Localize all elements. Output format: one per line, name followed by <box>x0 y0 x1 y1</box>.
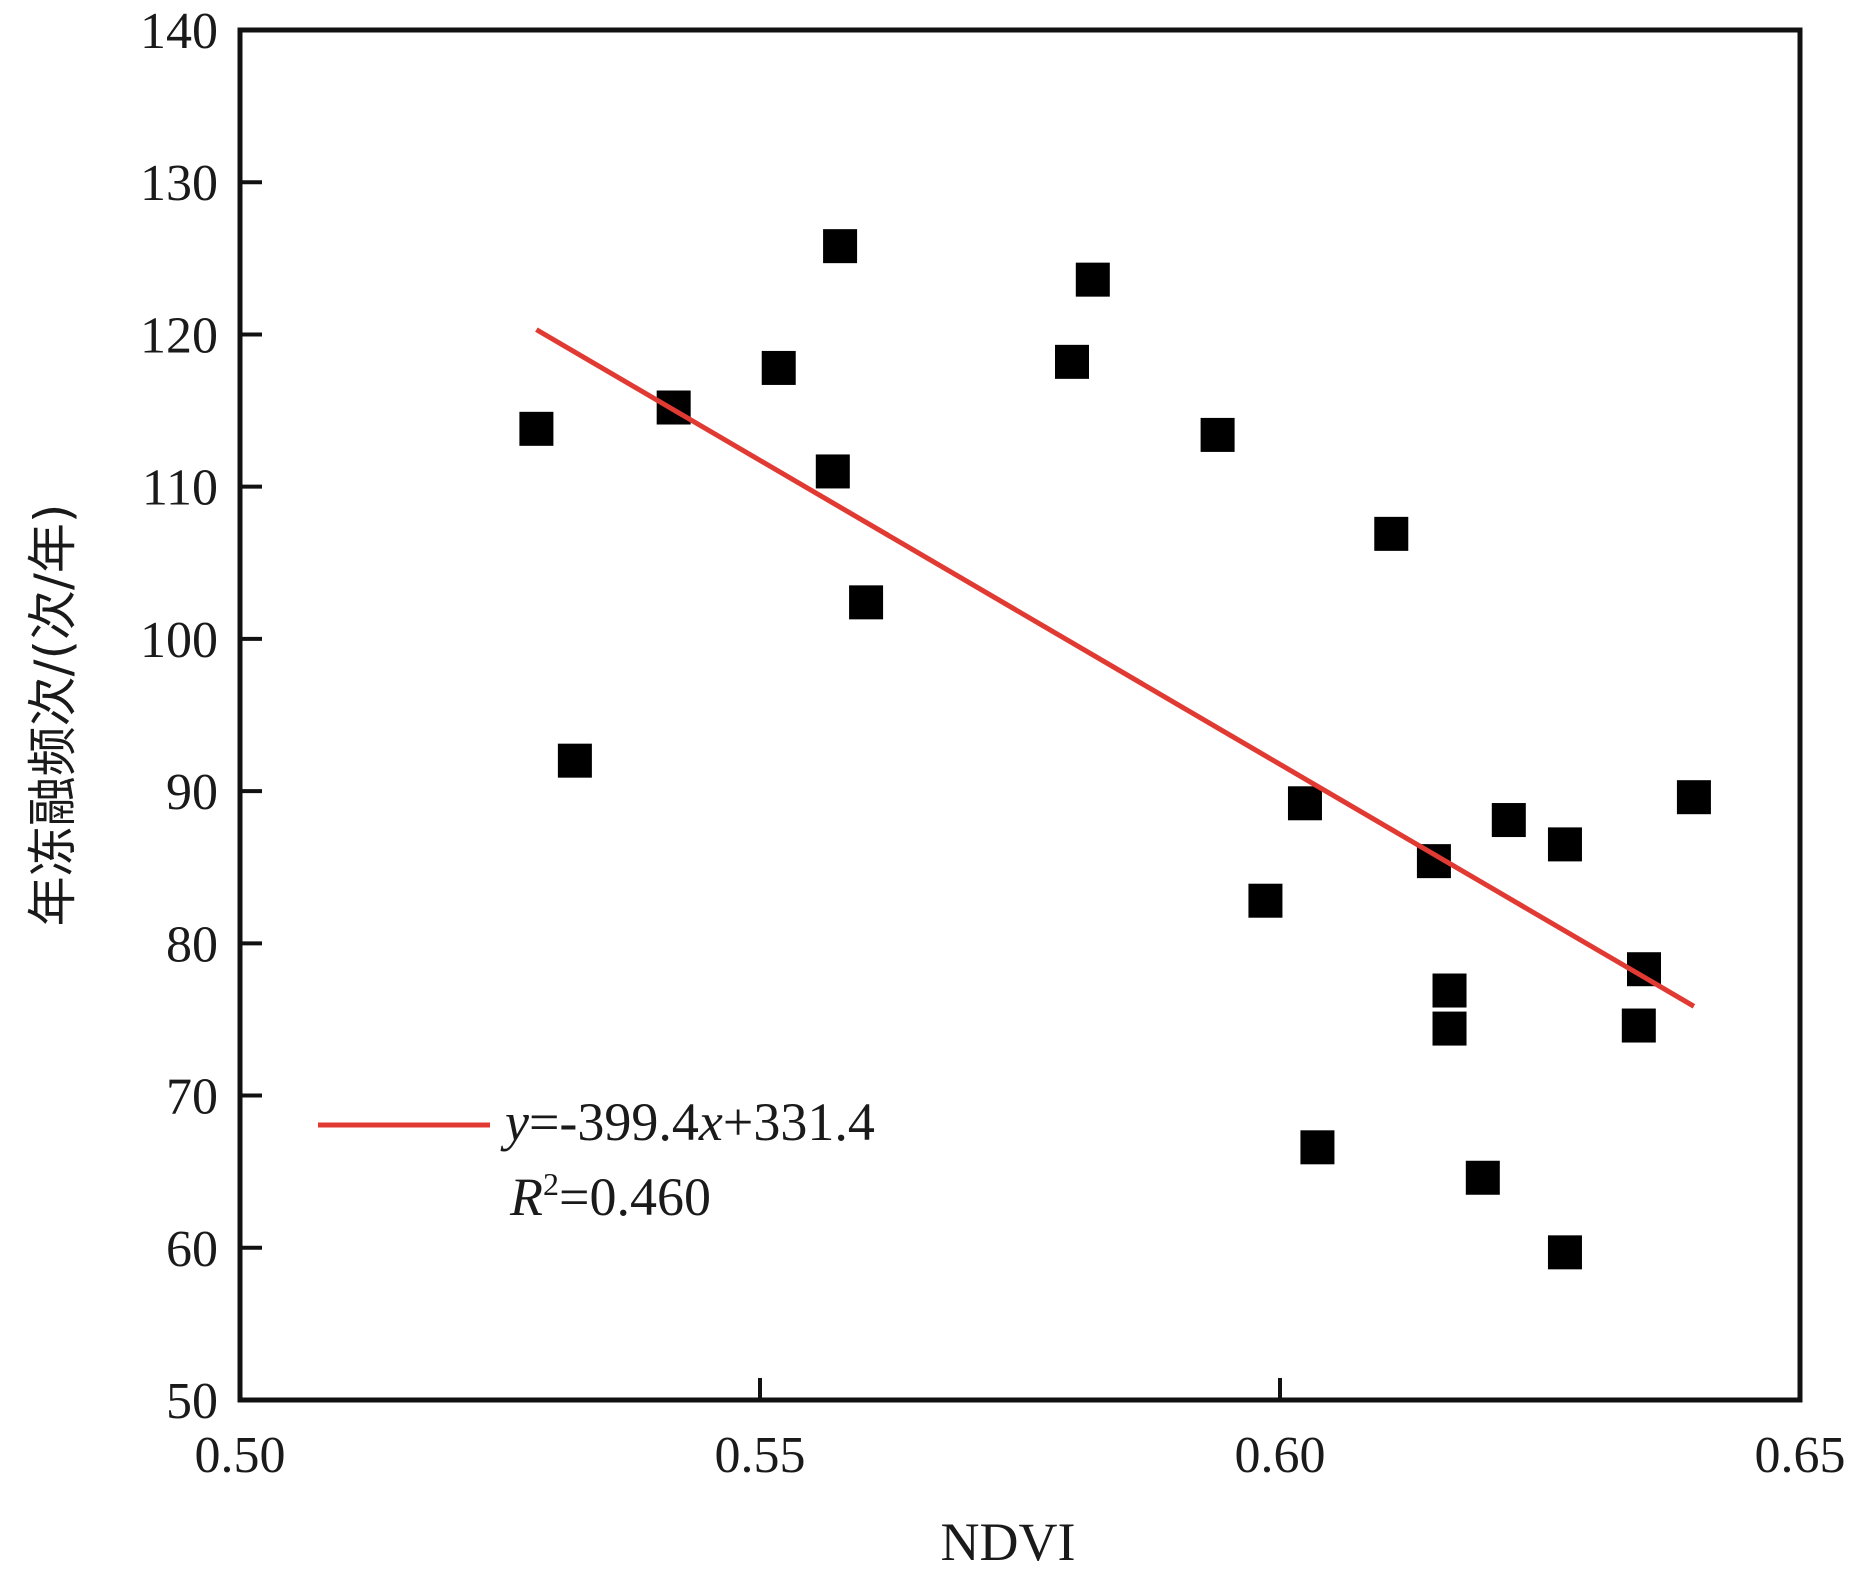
y-axis-ticks: 50 60 70 80 90 100 110 120 130 140 <box>140 3 262 1430</box>
equation-tail: +331.4 <box>723 1092 875 1152</box>
data-point <box>1547 1235 1582 1270</box>
equation-y: y <box>500 1092 529 1152</box>
x-tick-label: 0.50 <box>195 1427 286 1484</box>
y-tick-label: 60 <box>166 1221 218 1278</box>
plot-frame <box>237 27 1803 1403</box>
y-tick-label: 130 <box>140 155 218 212</box>
data-point <box>1248 883 1283 918</box>
data-point <box>1432 973 1467 1008</box>
data-point <box>1491 803 1526 838</box>
legend: y=-399.4x+331.4 R2=0.460 <box>318 1092 875 1227</box>
y-tick-label: 120 <box>140 307 218 364</box>
regression-line <box>535 327 1696 1009</box>
data-point <box>1300 1130 1335 1165</box>
data-point <box>1287 786 1322 821</box>
y-tick-label: 70 <box>166 1069 218 1126</box>
data-point <box>519 411 554 446</box>
data-point <box>823 229 858 264</box>
data-point <box>1075 262 1110 297</box>
equation-x: x <box>698 1092 723 1152</box>
y-tick-label: 100 <box>140 612 218 669</box>
data-point <box>849 585 884 620</box>
r2-sup: 2 <box>543 1166 559 1202</box>
data-point <box>1432 1011 1467 1046</box>
x-tick-label: 0.55 <box>715 1427 806 1484</box>
data-point <box>1200 417 1235 452</box>
data-point <box>1055 344 1089 379</box>
data-point <box>1465 1160 1500 1195</box>
data-point <box>1621 1008 1656 1043</box>
x-axis-title: NDVI <box>941 1512 1076 1570</box>
y-axis-title: 年冻融频次/(次/年) <box>24 504 82 927</box>
y-tick-label: 140 <box>140 3 218 60</box>
y-tick-label: 80 <box>166 916 218 973</box>
r2-tail: =0.460 <box>559 1167 711 1227</box>
legend-r2: R2=0.460 <box>509 1166 711 1227</box>
x-tick-label: 0.60 <box>1235 1427 1326 1484</box>
x-tick-label: 0.65 <box>1755 1427 1846 1484</box>
equation-mid: =-399.4 <box>529 1092 699 1152</box>
r2-r: R <box>509 1167 543 1227</box>
data-point <box>1676 780 1711 815</box>
data-point <box>761 350 796 385</box>
y-tick-label: 110 <box>142 460 218 517</box>
data-point <box>815 454 850 489</box>
data-point <box>557 743 592 778</box>
x-axis-ticks: 0.50 0.55 0.60 0.65 <box>195 1378 1846 1484</box>
data-point <box>1374 516 1409 551</box>
y-tick-label: 90 <box>166 764 218 821</box>
y-tick-label: 50 <box>166 1373 218 1430</box>
data-point <box>1547 827 1582 862</box>
legend-equation: y=-399.4x+331.4 <box>500 1092 875 1152</box>
